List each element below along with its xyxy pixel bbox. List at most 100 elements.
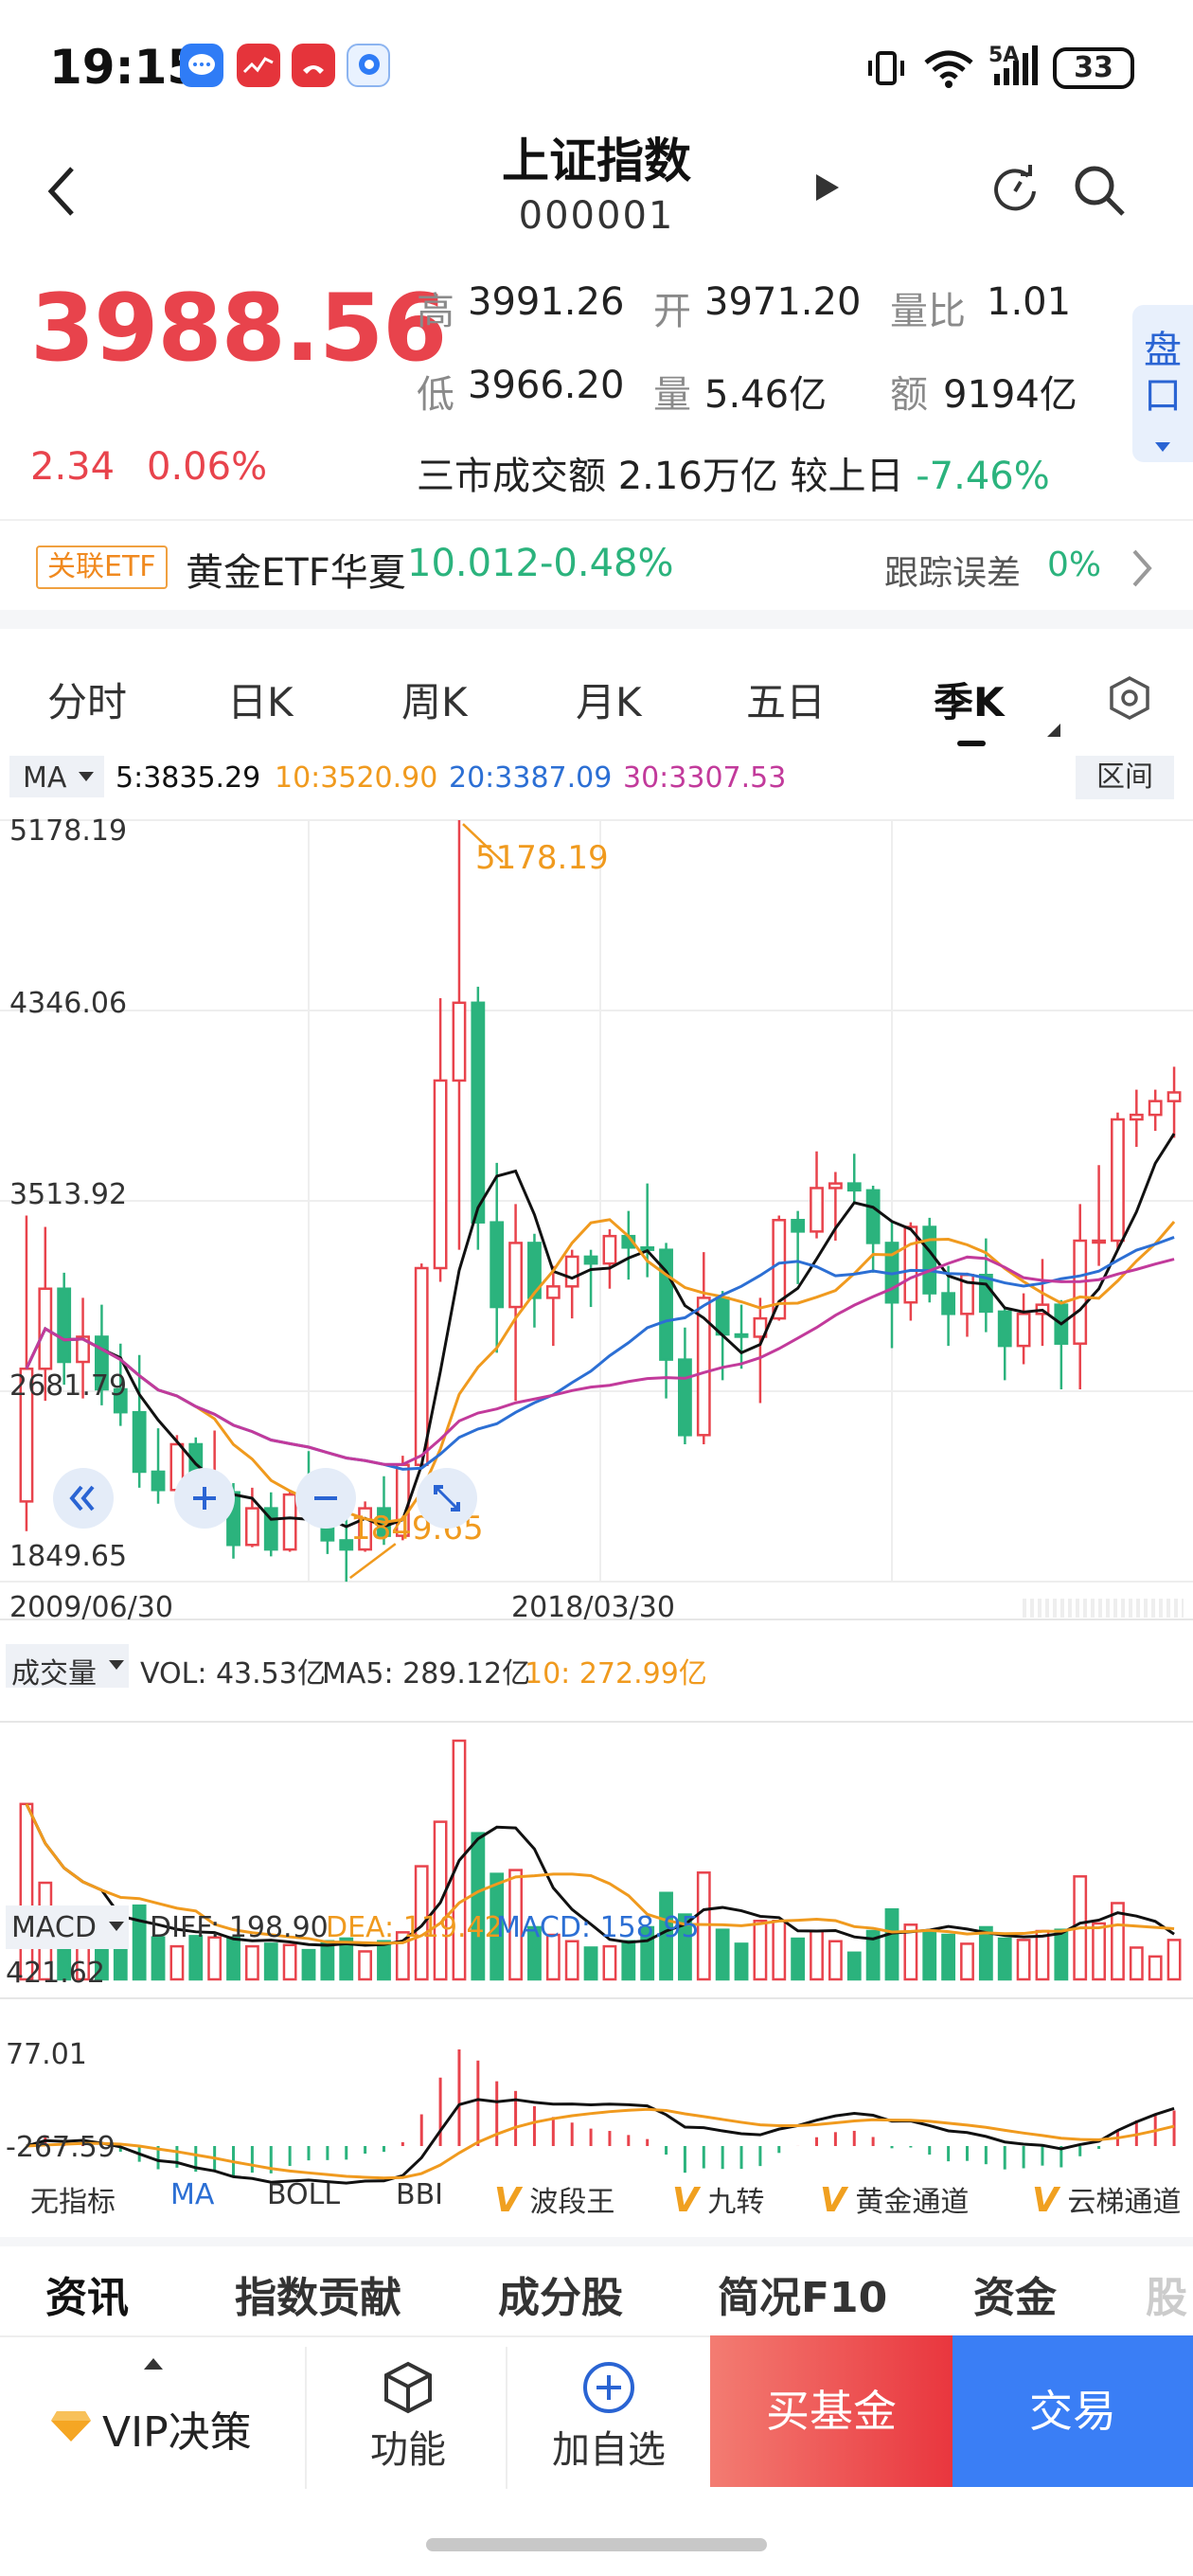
volume-bar	[922, 1931, 937, 1981]
volume-bar	[358, 1950, 373, 1981]
candle-body	[791, 1219, 806, 1233]
price-axis-top: 5178.19	[9, 814, 128, 848]
volume-bar	[1054, 1928, 1069, 1981]
volume-bar	[151, 1936, 166, 1981]
double-chevron-left-icon	[69, 1485, 95, 1512]
active-tab-indicator	[957, 741, 986, 746]
volume-bar	[846, 1951, 862, 1981]
info-tab-f10[interactable]: 简况F10	[718, 2274, 888, 2322]
volume-label: 量	[653, 373, 691, 417]
volume-selector[interactable]: 成交量	[6, 1644, 129, 1690]
open-label: 开	[653, 290, 691, 333]
v-badge-icon: V	[672, 2181, 699, 2220]
candle-body	[941, 1292, 956, 1315]
volume-bar	[753, 1920, 768, 1981]
candle-body	[922, 1225, 937, 1295]
price-change-pct: 0.06%	[147, 445, 268, 489]
indicator-gold-channel[interactable]: V 黄金通道	[820, 2178, 969, 2220]
search-button[interactable]	[1070, 161, 1129, 224]
info-tab-stocks[interactable]: 股	[1146, 2274, 1187, 2322]
battery-indicator: 33	[1053, 47, 1134, 89]
volume-bar	[244, 1944, 259, 1981]
volume-bar	[791, 1937, 806, 1981]
candle-body	[433, 1079, 448, 1270]
caret-down-icon	[109, 1922, 124, 1931]
indicator-bbi[interactable]: BBI	[396, 2178, 444, 2211]
add-watchlist-button[interactable]: 加自选	[547, 2360, 670, 2474]
volume-bar	[19, 1802, 34, 1981]
tab-quarterly-k[interactable]: 季K	[934, 679, 1005, 725]
v-badge-icon: V	[1032, 2181, 1059, 2220]
function-button[interactable]: 功能	[356, 2360, 460, 2474]
amount-value: 9194亿	[943, 373, 1077, 417]
price-axis-2: 4346.06	[9, 987, 128, 1020]
scroll-thumb[interactable]	[1023, 1599, 1184, 1618]
scroll-left-button[interactable]	[53, 1468, 114, 1529]
etf-tag: 关联ETF	[36, 546, 168, 589]
play-triangle-icon[interactable]	[816, 174, 839, 201]
zoom-out-button[interactable]	[295, 1468, 356, 1529]
tab-daily-k[interactable]: 日K	[227, 679, 294, 725]
trade-button[interactable]: 交易	[953, 2335, 1193, 2487]
candle-body	[282, 1493, 297, 1551]
candle-body	[846, 1182, 862, 1192]
info-tab-contribution[interactable]: 指数贡献	[235, 2274, 401, 2322]
pankou-button[interactable]: 盘口	[1132, 305, 1193, 462]
candle-body	[76, 1335, 90, 1364]
candle-body	[602, 1234, 617, 1265]
plus-icon	[193, 1487, 216, 1510]
macd-dea-line	[26, 2107, 1175, 2180]
low-label: 低	[417, 373, 454, 417]
tab-intraday[interactable]: 分时	[47, 679, 128, 725]
info-tab-news[interactable]: 资讯	[45, 2274, 129, 2322]
candle-body	[696, 1297, 711, 1437]
settings-hexagon-icon[interactable]	[1106, 674, 1153, 722]
indicator-ladder-channel[interactable]: V 云梯通道	[1032, 2178, 1181, 2220]
indicator-ma[interactable]: MA	[170, 2178, 215, 2211]
range-button-label: 区间	[1096, 760, 1153, 794]
volume-bar	[884, 1907, 899, 1981]
zoom-in-button[interactable]	[174, 1468, 235, 1529]
indicator-boll[interactable]: BOLL	[267, 2178, 341, 2211]
market-turnover: 三市成交额 2.16万亿 较上日 -7.46%	[417, 445, 1050, 500]
etf-price: 10.012	[407, 542, 540, 585]
indicator-none[interactable]: 无指标	[30, 2186, 116, 2219]
ma30-line	[25, 1255, 1175, 1466]
volume-bar	[621, 1940, 636, 1981]
fullscreen-button[interactable]	[417, 1468, 477, 1529]
ma5-legend: 5:3835.29	[116, 761, 261, 795]
current-price: 3988.56	[30, 275, 447, 383]
back-button[interactable]	[44, 163, 81, 220]
volume-bar	[207, 1936, 223, 1981]
chevron-right-icon	[1132, 549, 1152, 587]
chevron-left-icon	[47, 167, 74, 216]
macd-selector[interactable]: MACD	[6, 1905, 129, 1949]
candle-body	[1092, 1239, 1106, 1244]
buy-fund-button[interactable]: 买基金	[710, 2335, 953, 2487]
home-indicator[interactable]	[426, 2538, 767, 2551]
range-button[interactable]: 区间	[1076, 756, 1174, 799]
refresh-button[interactable]	[988, 163, 1042, 220]
tab-monthly-k[interactable]: 月K	[576, 679, 642, 725]
volume-bar	[828, 1940, 843, 1981]
date-start: 2009/06/30	[9, 1591, 173, 1624]
tab-weekly-k[interactable]: 周K	[401, 679, 468, 725]
high-annotation: 5178.19	[475, 839, 609, 877]
related-etf-row[interactable]: 关联ETF 黄金ETF华夏 10.012 -0.48% 跟踪误差 0%	[0, 519, 1193, 610]
indicator-wave-king[interactable]: V 波段王	[494, 2178, 614, 2220]
candlestick-chart	[0, 819, 1193, 2185]
plus-circle-icon	[583, 2362, 634, 2413]
ma-selector[interactable]: MA	[9, 756, 104, 797]
low-value: 3966.20	[468, 364, 625, 407]
tab-five-day[interactable]: 五日	[746, 679, 827, 725]
info-tab-funds[interactable]: 资金	[973, 2274, 1057, 2322]
info-tab-constituents[interactable]: 成分股	[498, 2274, 623, 2322]
candle-body	[151, 1470, 166, 1492]
indicator-nine-turn[interactable]: V 九转	[672, 2178, 764, 2220]
refresh-icon	[994, 165, 1036, 211]
add-watchlist-label: 加自选	[552, 2428, 666, 2472]
candle-body	[1016, 1313, 1031, 1348]
volume-bar	[1035, 1929, 1050, 1981]
kline-chart-panel[interactable]: MA 5:3835.29 10:3520.90 20:3387.09 30:33…	[0, 748, 1193, 2226]
ratio-label: 量比	[890, 290, 966, 333]
